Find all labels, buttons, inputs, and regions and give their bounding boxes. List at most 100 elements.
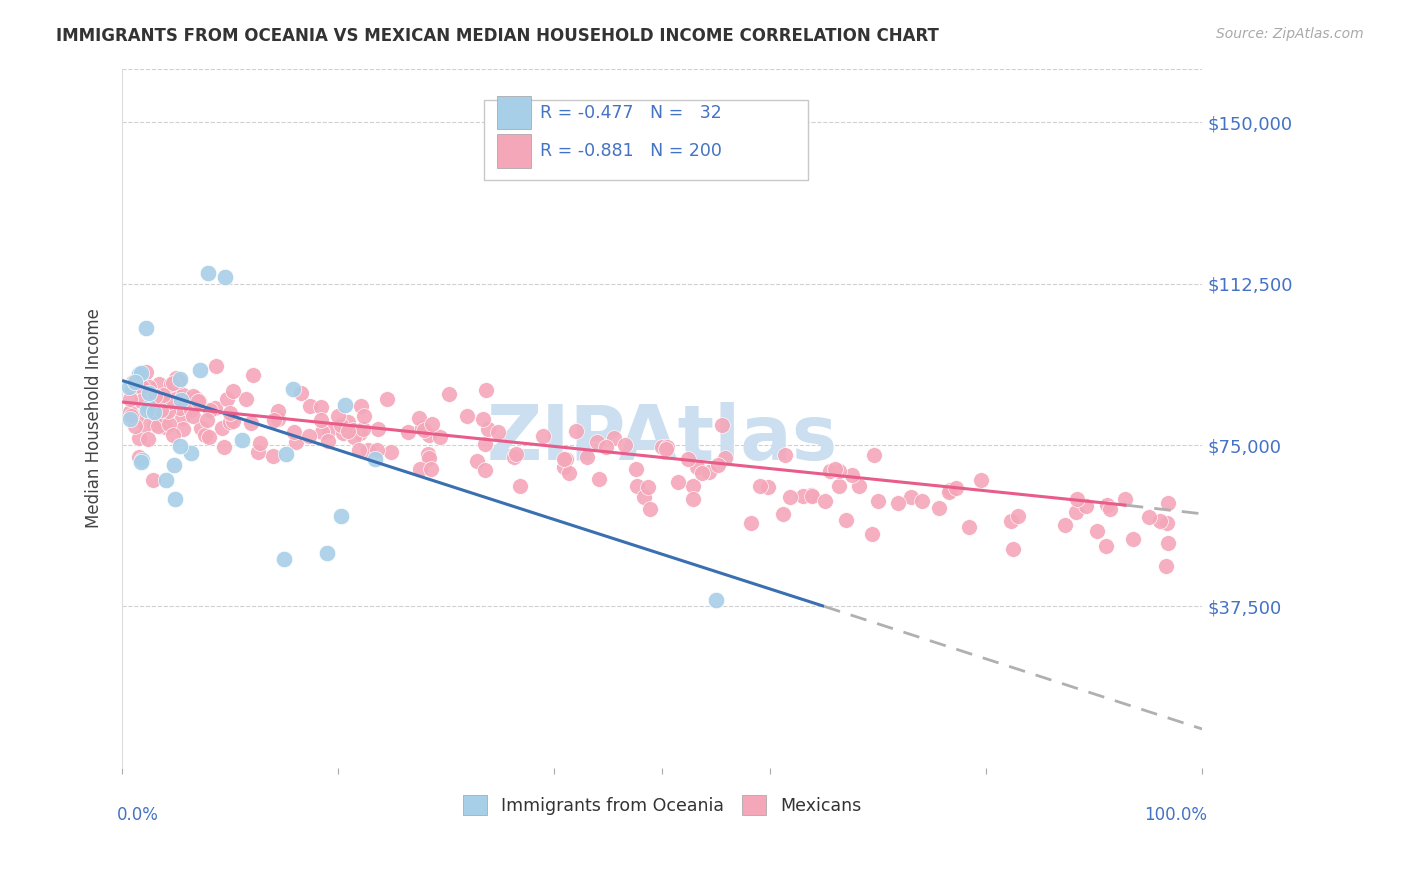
Point xyxy=(152,388,174,402)
Point xyxy=(129,366,152,380)
Point xyxy=(299,399,322,413)
Point xyxy=(957,520,980,534)
Point xyxy=(475,383,498,397)
Point xyxy=(1157,536,1180,550)
Point xyxy=(274,447,297,461)
Point xyxy=(1007,509,1029,524)
Point xyxy=(969,473,991,487)
Point xyxy=(349,425,371,440)
Point xyxy=(240,416,263,430)
Point xyxy=(349,443,371,458)
Point xyxy=(945,481,967,495)
Text: 0.0%: 0.0% xyxy=(117,806,159,824)
Point xyxy=(309,400,332,414)
Point xyxy=(848,478,870,492)
Point xyxy=(1114,491,1136,506)
Point xyxy=(128,431,150,445)
Point xyxy=(828,478,851,492)
Point xyxy=(773,448,796,462)
Point xyxy=(219,406,242,420)
Point xyxy=(194,428,217,442)
Point xyxy=(437,387,460,401)
Point xyxy=(181,409,204,424)
Point xyxy=(159,376,181,391)
Point xyxy=(343,429,366,443)
Point xyxy=(624,462,647,476)
Point xyxy=(418,428,440,442)
Point xyxy=(138,386,160,401)
Point xyxy=(157,394,180,409)
Point xyxy=(682,479,704,493)
Point xyxy=(352,421,374,435)
Point xyxy=(136,403,159,417)
Point xyxy=(170,392,193,407)
Point xyxy=(637,480,659,494)
Point xyxy=(281,382,304,396)
Point xyxy=(153,409,176,423)
Point xyxy=(249,436,271,450)
Point xyxy=(148,400,170,414)
Point xyxy=(666,475,689,489)
Point xyxy=(187,394,209,409)
Point xyxy=(824,462,846,476)
Point xyxy=(411,420,433,434)
Point xyxy=(651,440,673,454)
Point xyxy=(429,429,451,443)
Point xyxy=(290,386,312,401)
Point xyxy=(219,415,242,429)
Point xyxy=(129,394,152,409)
Point xyxy=(205,359,228,374)
Point xyxy=(316,434,339,448)
Point xyxy=(153,419,176,434)
Point xyxy=(195,413,218,427)
Point xyxy=(187,393,209,408)
Point xyxy=(200,403,222,417)
Point xyxy=(332,425,354,440)
Point xyxy=(860,527,883,541)
Point xyxy=(142,473,165,487)
FancyBboxPatch shape xyxy=(496,134,531,168)
Point xyxy=(1156,516,1178,531)
Point xyxy=(297,428,319,442)
Point xyxy=(190,421,212,435)
Point xyxy=(122,376,145,391)
Point xyxy=(1097,498,1119,512)
Point xyxy=(221,414,243,428)
Point xyxy=(686,459,709,474)
Point xyxy=(333,399,356,413)
Point xyxy=(555,452,578,467)
Point xyxy=(740,516,762,530)
Point xyxy=(1149,514,1171,528)
Point xyxy=(690,466,713,480)
Point xyxy=(170,411,193,425)
Point xyxy=(169,439,191,453)
Point xyxy=(231,433,253,447)
Point xyxy=(138,400,160,414)
Point xyxy=(474,463,496,477)
Point xyxy=(342,423,364,437)
Point xyxy=(350,399,373,413)
Point xyxy=(134,418,156,433)
Point xyxy=(505,447,527,461)
Point xyxy=(713,451,735,466)
Point xyxy=(329,509,352,524)
Point xyxy=(676,451,699,466)
Point xyxy=(169,401,191,415)
Point xyxy=(413,423,436,437)
Point xyxy=(749,479,772,493)
Point xyxy=(509,479,531,493)
Point xyxy=(408,411,430,425)
Point xyxy=(122,375,145,389)
Point xyxy=(326,409,349,424)
Point xyxy=(911,493,934,508)
Point xyxy=(337,415,360,429)
Point xyxy=(1137,509,1160,524)
Point xyxy=(128,368,150,382)
Point xyxy=(409,462,432,476)
Point xyxy=(366,443,388,458)
Point xyxy=(353,409,375,424)
Point xyxy=(197,429,219,443)
Point xyxy=(588,472,610,486)
Point xyxy=(318,423,340,437)
Point xyxy=(456,409,478,424)
